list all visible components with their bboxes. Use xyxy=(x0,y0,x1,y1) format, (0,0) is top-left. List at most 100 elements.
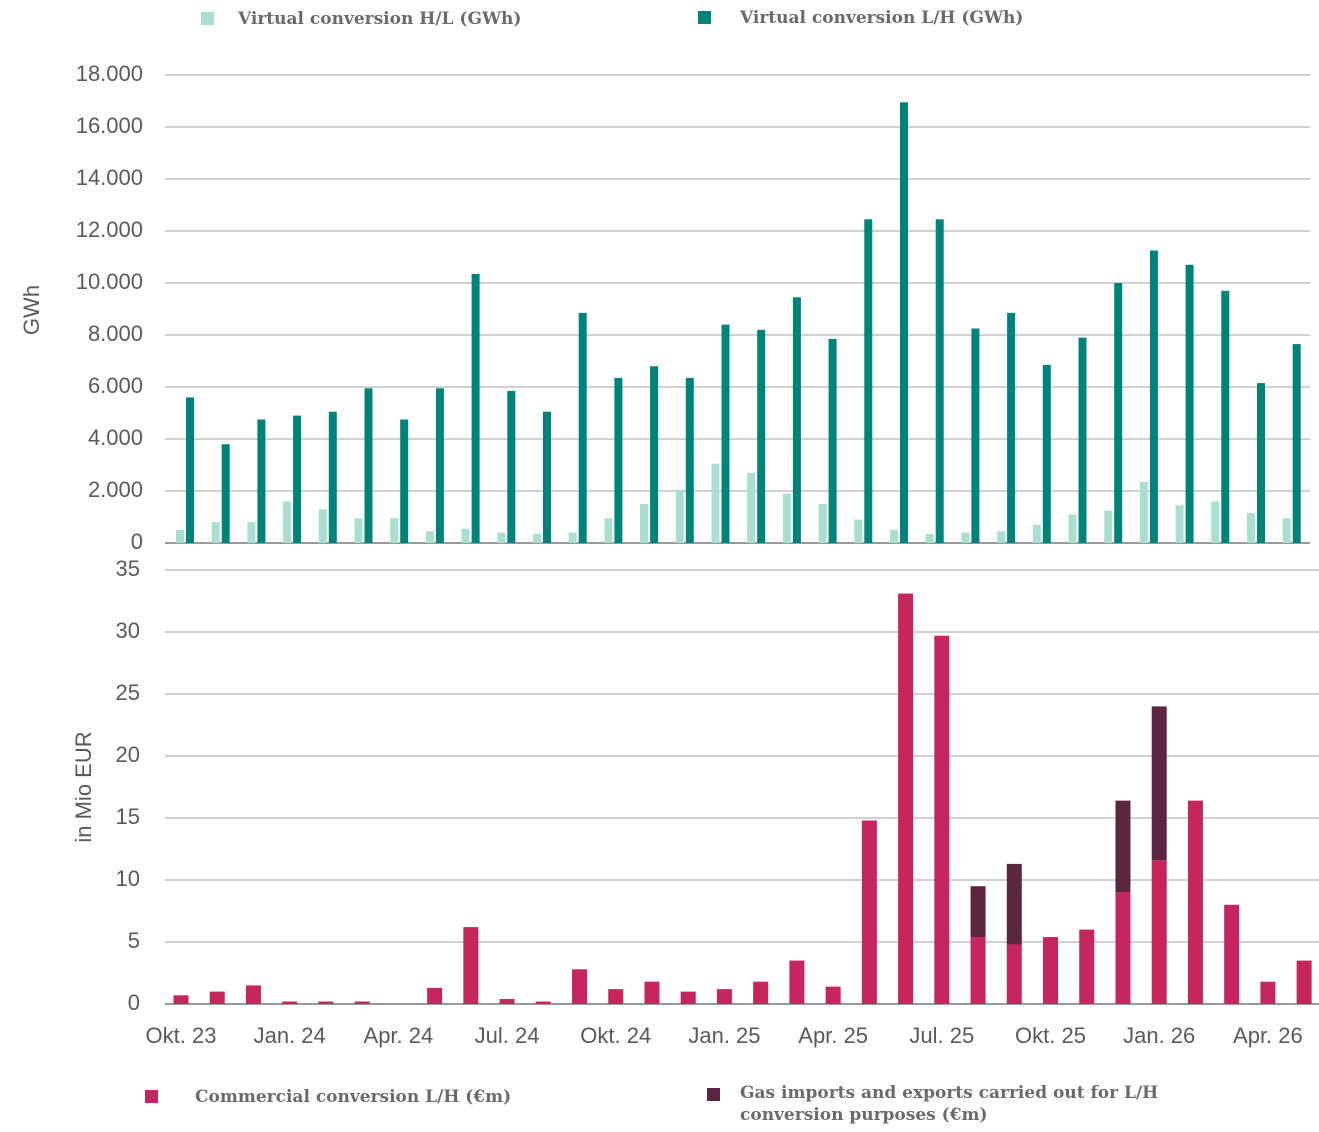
legend-swatch xyxy=(145,1090,158,1103)
legend-label: Virtual conversion H/L (GWh) xyxy=(238,9,522,29)
bar xyxy=(1115,892,1131,1004)
bar xyxy=(328,411,337,543)
bar xyxy=(1032,524,1041,543)
x-tick-label: Okt. 24 xyxy=(580,1023,651,1048)
bar xyxy=(640,504,649,543)
bar xyxy=(176,530,184,543)
bar xyxy=(364,388,373,543)
bar xyxy=(614,377,623,543)
y-tick-label: 12.000 xyxy=(76,217,143,242)
bar xyxy=(293,415,302,543)
bar xyxy=(934,635,950,1004)
x-tick-label: Apr. 25 xyxy=(798,1023,868,1048)
bar xyxy=(971,328,980,543)
legend-item: Virtual conversion L/H (GWh) xyxy=(698,7,1023,29)
y-tick-label: 25 xyxy=(116,680,140,705)
bar xyxy=(318,509,327,543)
y-axis-title: in Mio EUR xyxy=(71,731,96,842)
bar xyxy=(685,377,694,543)
bar xyxy=(1079,929,1095,1004)
bar xyxy=(792,297,801,543)
y-tick-label: 35 xyxy=(116,556,140,581)
x-tick-label: Okt. 23 xyxy=(146,1023,217,1048)
bar xyxy=(1187,800,1203,1004)
bar xyxy=(499,999,515,1004)
bar xyxy=(753,981,769,1004)
x-tick-label: Jan. 26 xyxy=(1123,1023,1195,1048)
bar xyxy=(680,991,696,1004)
bar xyxy=(935,219,944,544)
y-tick-label: 6.000 xyxy=(88,373,143,398)
bar xyxy=(572,969,588,1004)
bar xyxy=(427,987,443,1004)
bar xyxy=(247,522,256,543)
bar xyxy=(390,518,399,543)
bar xyxy=(1043,937,1059,1004)
bar xyxy=(711,463,720,543)
bar xyxy=(1006,863,1022,945)
y-tick-label: 4.000 xyxy=(88,425,143,450)
bar xyxy=(789,960,805,1004)
y-tick-label: 15 xyxy=(116,804,140,829)
x-tick-label: Jan. 25 xyxy=(688,1023,760,1048)
legend-label: Commercial conversion L/H (€m) xyxy=(195,1087,512,1107)
bar xyxy=(961,532,970,543)
bar xyxy=(245,985,261,1004)
bar xyxy=(1257,383,1265,543)
bar xyxy=(608,989,624,1004)
bar xyxy=(1006,944,1022,1004)
bar xyxy=(463,927,479,1004)
y-tick-label: 2.000 xyxy=(88,477,143,502)
bar xyxy=(721,324,730,543)
bar xyxy=(970,886,986,938)
bar xyxy=(1042,364,1051,543)
bar xyxy=(644,981,660,1004)
bar xyxy=(818,504,827,543)
bar xyxy=(318,1001,334,1004)
bar xyxy=(209,991,225,1004)
bar xyxy=(757,329,766,543)
bar xyxy=(1068,514,1077,543)
bar xyxy=(425,531,434,543)
legend-item: Virtual conversion H/L (GWh) xyxy=(201,8,521,30)
bar xyxy=(568,532,577,543)
x-tick-label: Apr. 24 xyxy=(364,1023,434,1048)
bar xyxy=(854,519,863,543)
bar xyxy=(1114,283,1123,543)
legend-swatch xyxy=(201,12,214,25)
bar xyxy=(1149,250,1158,543)
y-tick-label: 0 xyxy=(131,529,143,554)
bar xyxy=(1115,800,1131,893)
y-tick-label: 20 xyxy=(116,742,140,767)
legend-item: Commercial conversion L/H (€m) xyxy=(145,1086,511,1108)
bar xyxy=(1260,981,1276,1004)
bar xyxy=(257,419,266,543)
y-tick-label: 16.000 xyxy=(76,113,143,138)
bar xyxy=(578,312,587,543)
y-tick-label: 5 xyxy=(128,928,140,953)
bar xyxy=(1224,904,1240,1004)
bar xyxy=(1282,518,1291,543)
bar xyxy=(825,986,841,1004)
y-tick-label: 8.000 xyxy=(88,321,143,346)
bar xyxy=(1211,501,1220,543)
x-tick-label: Jul. 25 xyxy=(909,1023,974,1048)
x-tick-label: Jul. 24 xyxy=(475,1023,540,1048)
bar xyxy=(898,593,914,1004)
bar xyxy=(1151,860,1167,1004)
bar xyxy=(1247,513,1255,543)
y-tick-label: 18.000 xyxy=(76,61,143,86)
bar xyxy=(782,493,791,543)
legend-label: Gas imports and exports carried out for … xyxy=(740,1083,1159,1125)
bar xyxy=(925,533,934,543)
bar xyxy=(1078,337,1087,543)
bar xyxy=(1296,960,1312,1004)
bar xyxy=(970,937,986,1004)
y-axis-title: GWh xyxy=(19,285,44,335)
bar xyxy=(533,533,541,543)
bar xyxy=(543,411,551,543)
bar xyxy=(675,489,684,543)
x-tick-label: Okt. 25 xyxy=(1015,1023,1086,1048)
